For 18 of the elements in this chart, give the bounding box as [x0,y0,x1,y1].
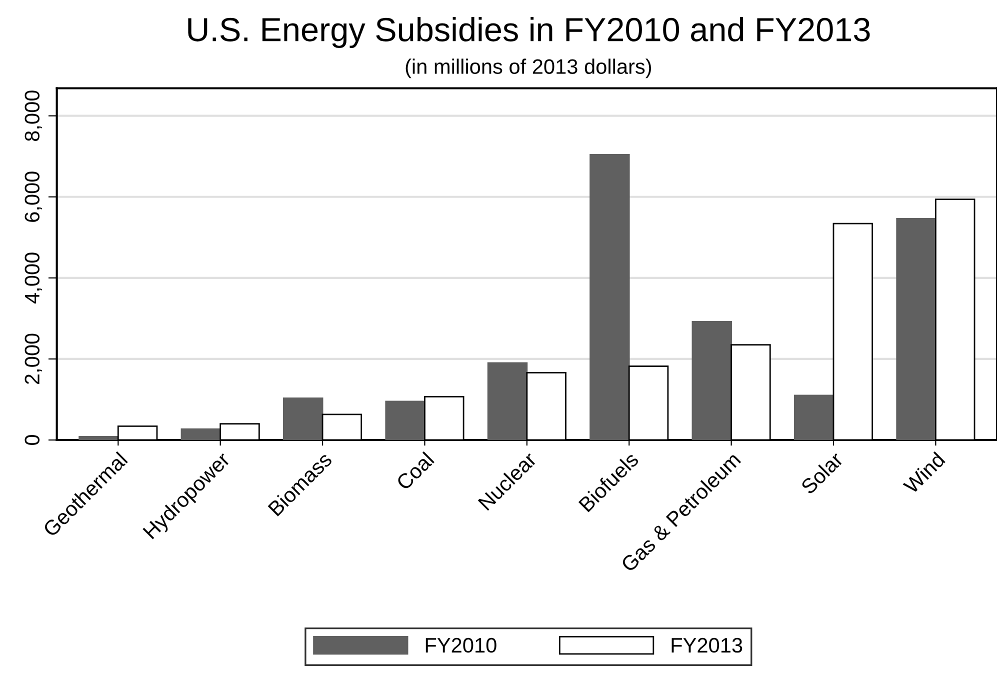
bar [692,320,732,440]
legend-label: FY2010 [426,638,496,653]
y-tick-label: 2,000 [24,334,42,384]
bar [180,428,222,440]
bar [590,154,630,440]
bar [487,362,528,440]
y-tick-label: 8,000 [24,90,42,141]
y-tick-label: 0 [24,435,40,445]
bar [896,218,936,440]
y-tick-label: 4,000 [24,252,42,304]
chart-title: U.S. Energy Subsidies in FY2010 and FY2013 [188,16,870,48]
bar [385,400,426,440]
bar [283,398,324,440]
bar [78,436,119,440]
legend-label: FY2013 [672,638,742,653]
chart-subtitle: (in millions of 2013 dollars) [406,58,652,78]
y-tick-label: 6,000 [24,172,42,222]
bar [794,394,834,440]
